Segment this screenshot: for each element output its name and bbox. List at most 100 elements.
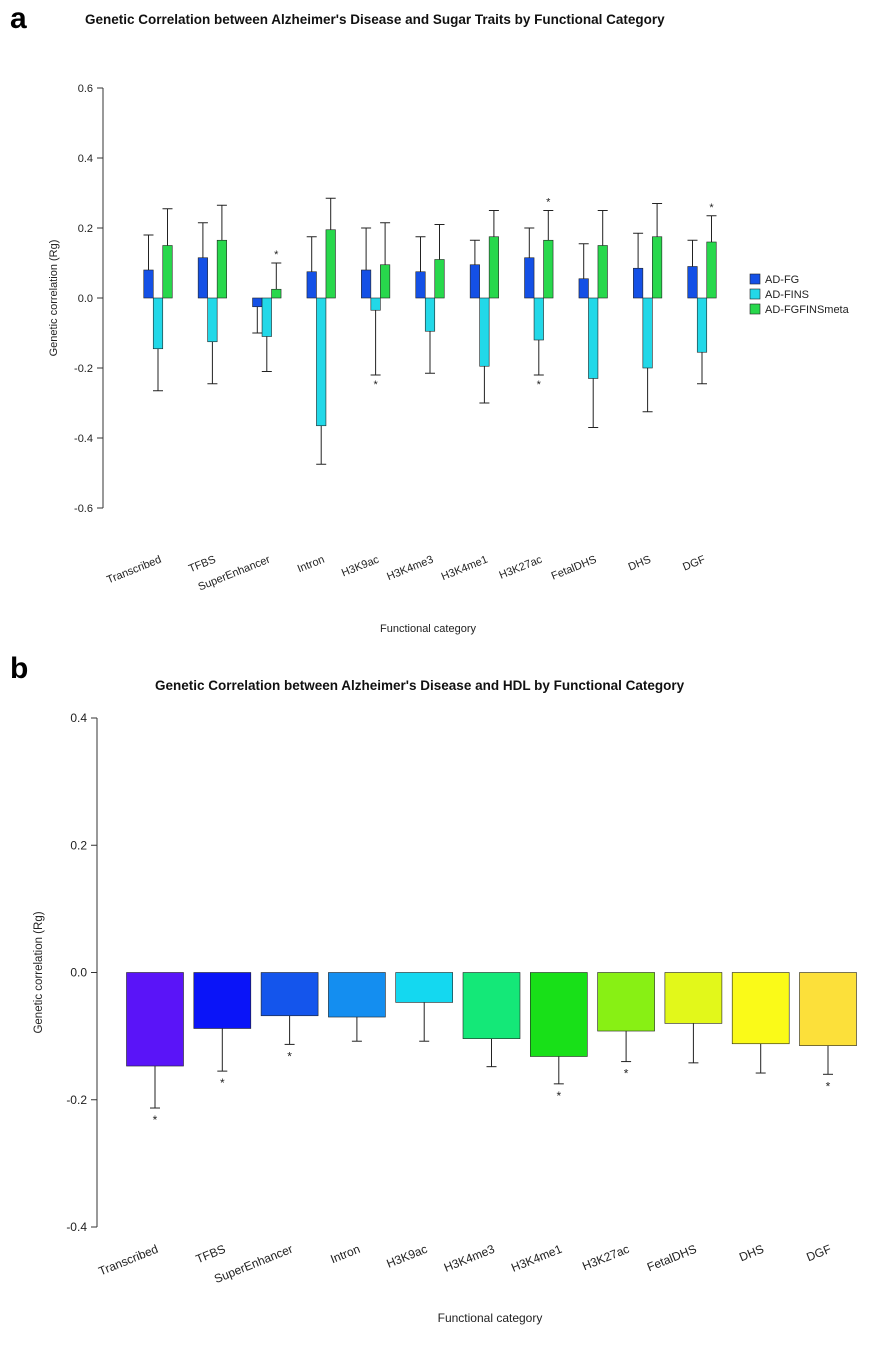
chart-a-bar-ad-fgfinsmeta [162,245,173,299]
chart-a-bar-ad-fgfinsmeta [325,229,336,299]
chart-b-significance-marker: * [556,1089,561,1103]
chart-b-bar [664,972,723,1024]
chart-a-bar-ad-fins [207,297,218,343]
chart-b-x-tick-label: Transcribed [97,1242,161,1279]
chart-b-bar [260,972,319,1017]
chart-a-y-tick-label: 0.6 [78,83,93,95]
chart-a-bar-ad-fgfinsmeta [271,288,282,299]
chart-a-x-tick-label: Intron [296,554,327,576]
chart-a-bar-ad-fg [524,257,535,299]
chart-b-x-tick-label: H3K27ac [580,1242,631,1273]
chart-a-bar-ad-fg [469,264,480,299]
chart-b-x-tick-label: Intron [328,1242,362,1266]
chart-a-y-tick-label: 0.4 [78,153,93,165]
chart-a-legend-swatch [749,303,761,315]
chart-a-x-tick-label: H3K9ac [340,553,381,579]
chart-b-title: Genetic Correlation between Alzheimer's … [155,678,685,693]
chart-a-significance-marker: * [274,249,279,261]
chart-b-significance-marker: * [153,1113,158,1127]
chart-b-y-tick-label: -0.4 [66,1220,87,1234]
chart-a-legend-entry: AD-FG [765,274,799,286]
chart-a-bar-ad-fg [687,266,698,299]
chart-b-significance-marker: * [624,1067,629,1081]
chart-a-legend-swatch [749,273,761,285]
chart-a-bar-ad-fg [306,271,317,299]
chart-a-bar-ad-fg [578,278,589,299]
chart-a-bar-ad-fg [361,269,372,299]
chart-a-x-tick-label: DHS [627,554,653,574]
chart-b-bar [395,972,454,1003]
chart-a-x-axis-label: Functional category [380,623,476,635]
chart-a-legend-entry: AD-FGFINSmeta [765,304,850,316]
chart-b-x-tick-label: H3K4me1 [509,1242,564,1275]
panel-a-label: a [10,2,27,35]
chart-a-title: Genetic Correlation between Alzheimer's … [85,12,665,27]
chart-b-x-tick-label: H3K4me3 [442,1242,497,1275]
chart-a-bar-ad-fg [143,269,154,299]
chart-b-bar [597,972,655,1032]
chart-a-bar-ad-fins [533,297,544,341]
chart-a-bar-ad-fg [252,297,263,308]
chart-b-bar [126,972,184,1067]
chart-b-bar [731,972,790,1045]
chart-b-bar [193,972,252,1029]
chart-b-significance-marker: * [826,1079,831,1093]
chart-a-x-tick-label: TFBS [187,554,218,576]
chart-b-bar [799,972,857,1046]
chart-b-y-tick-label: -0.2 [66,1093,87,1107]
chart-b-bar [328,972,386,1018]
panel-b-label: b [10,652,29,685]
chart-a-bar-ad-fins [696,297,708,353]
chart-a-y-tick-label: 0.0 [78,293,93,305]
chart-b-x-tick-label: H3K9ac [384,1242,429,1271]
chart-a-legend-entry: AD-FINS [765,289,809,301]
chart-a-y-axis-label: Genetic correlation (Rg) [48,240,60,357]
chart-b-y-tick-label: 0.4 [70,711,87,725]
chart-a-significance-marker: * [373,379,378,391]
chart-a-significance-marker: * [537,379,542,391]
chart-a: -0.6 -0.4 -0.2 0.0 0.2 0.4 0.6 Genetic correlat… [48,83,850,635]
chart-b-y-tick-label: 0.2 [70,838,87,852]
chart-a-bar-ad-fg [197,257,208,299]
chart-a-bar-ad-fgfinsmeta [434,259,445,299]
chart-a-bar-ad-fins [316,297,327,427]
chart-b-significance-marker: * [220,1076,225,1090]
chart-a-bar-ad-fins [642,297,653,369]
chart-a-bar-ad-fg [633,267,644,299]
chart-a-y-tick-label: 0.2 [78,223,93,235]
chart-a-bar-ad-fgfinsmeta [380,264,391,299]
chart-a-y-tick-label: -0.2 [74,363,93,375]
chart-a-x-tick-label: FetalDHS [550,554,599,583]
chart-a-bar-ad-fins [424,297,436,332]
chart-a-bar-ad-fgfinsmeta [488,236,499,299]
chart-b-x-axis-label: Functional category [438,1311,543,1325]
chart-a-x-tick-label: H3K4me3 [385,554,435,583]
chart-a-y-tick-label: -0.6 [74,503,93,515]
chart-a-bar-ad-fins [261,297,272,337]
chart-a-bar-ad-fins [370,297,381,311]
chart-a-significance-marker: * [709,202,714,214]
chart-b-bar [462,972,521,1039]
chart-b-x-tick-label: TFBS [194,1242,228,1266]
chart-a-bar-ad-fgfinsmeta [706,241,717,299]
chart-b-bar [529,972,588,1057]
chart-a-legend-swatch [749,288,761,300]
chart-b-y-tick-label: 0.0 [70,966,87,980]
chart-a-x-tick-label: H3K27ac [497,553,544,581]
chart-b-x-tick-label: DHS [737,1242,766,1264]
chart-a-y-tick-label: -0.4 [74,433,93,445]
chart-a-bar-ad-fg [415,271,426,299]
chart-a-bar-ad-fins [479,297,490,367]
chart-b: -0.4 -0.2 0.0 0.2 0.4 Genetic correlation (Rg… [33,711,857,1325]
chart-b-significance-marker: * [287,1049,292,1063]
chart-a-bar-ad-fgfinsmeta [216,239,227,299]
chart-a-bar-ad-fgfinsmeta [543,239,554,299]
chart-a-significance-marker: * [546,197,551,209]
chart-a-bar-ad-fgfinsmeta [597,245,608,299]
chart-a-x-tick-label: DGF [681,554,707,574]
chart-a-x-tick-label: H3K4me1 [440,554,490,583]
chart-b-x-tick-label: DGF [804,1242,833,1264]
chart-b-y-axis-label: Genetic correlation (Rg) [33,911,45,1033]
chart-a-bar-ad-fgfinsmeta [652,236,663,299]
